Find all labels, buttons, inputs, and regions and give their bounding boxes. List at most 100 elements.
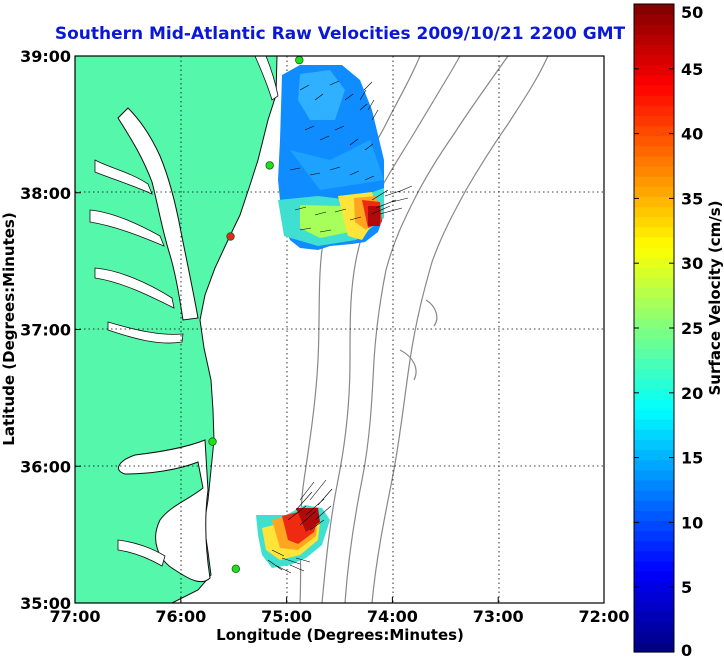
colorbar-strip <box>634 358 674 370</box>
radar-stations <box>208 56 304 574</box>
colorbar-strip <box>634 226 674 238</box>
colorbar-strip <box>634 166 674 177</box>
colorbar-strip <box>634 54 674 66</box>
colorbar-strip <box>634 520 674 532</box>
radar-station-marker <box>231 564 241 574</box>
colorbar-strip <box>634 631 674 643</box>
colorbar-strip <box>634 196 674 208</box>
colorbar-strip <box>634 419 674 430</box>
y-tick-label: 39:00 <box>20 47 71 66</box>
radar-station-marker <box>208 437 217 446</box>
colorbar-tick-label: 0 <box>681 641 692 659</box>
y-axis-label: Latitude (Degrees:Minutes) <box>0 212 18 445</box>
x-tick-label: 73:00 <box>473 607 524 626</box>
colorbar-strip <box>634 378 674 390</box>
colorbar-strip <box>634 469 674 481</box>
colorbar-strip <box>634 236 674 248</box>
colorbar-strip <box>634 125 674 137</box>
colorbar-strip <box>634 409 674 420</box>
colorbar-tick-label: 25 <box>681 319 703 338</box>
colorbar-label: Surface Velocity (cm/s) <box>706 200 724 395</box>
colorbar-strip <box>634 64 674 76</box>
colorbar-strip <box>634 459 674 471</box>
colorbar: 0 5 10 15 20 25 30 35 40 45 50 Surface Velocity (c… <box>633 3 724 659</box>
colorbar-strip <box>634 611 674 623</box>
colorbar-strip <box>634 317 674 329</box>
colorbar-strip <box>634 449 674 461</box>
colorbar-strip <box>634 439 674 451</box>
colorbar-strip <box>634 479 674 491</box>
velocity-field-south <box>256 479 333 574</box>
colorbar-strip <box>634 571 674 582</box>
colorbar-strip <box>634 641 674 653</box>
colorbar-strip <box>634 530 674 542</box>
colorbar-strip <box>634 105 674 116</box>
colorbar-tick-label: 30 <box>681 254 703 273</box>
colorbar-strip <box>634 328 674 339</box>
colorbar-strip <box>634 307 674 319</box>
colorbar-strip <box>634 176 674 187</box>
colorbar-strip <box>634 297 674 309</box>
map-title: Southern Mid-Atlantic Raw Velocities 200… <box>54 24 626 44</box>
colorbar-strip <box>634 34 674 46</box>
colorbar-strip <box>634 581 674 592</box>
colorbar-strip <box>634 490 674 501</box>
colorbar-strip <box>634 348 674 359</box>
colorbar-tick-label: 20 <box>681 384 703 403</box>
colorbar-strip <box>634 74 674 86</box>
colorbar-strip <box>634 85 674 96</box>
colorbar-strip <box>634 4 674 15</box>
y-axis-ticks: 35:00 36:00 37:00 38:00 39:00 <box>20 47 81 613</box>
colorbar-strip <box>634 398 674 410</box>
colorbar-strip <box>634 429 674 440</box>
colorbar-strip <box>634 277 674 289</box>
colorbar-tick-label: 5 <box>681 578 692 597</box>
chesapeake-bay <box>117 107 199 321</box>
colorbar-strip <box>634 95 674 106</box>
colorbar-strip <box>634 135 674 147</box>
x-axis-label: Longitude (Degrees:Minutes) <box>216 626 464 644</box>
x-tick-label: 72:00 <box>579 607 630 626</box>
y-tick-label: 38:00 <box>20 184 71 203</box>
colorbar-tick-label: 45 <box>681 60 703 79</box>
colorbar-strip <box>634 540 674 552</box>
colorbar-tick-label: 50 <box>681 3 703 22</box>
velocity-field-north <box>278 65 413 250</box>
colorbar-strip <box>634 338 674 349</box>
colorbar-strip <box>634 24 674 35</box>
colorbar-strip <box>634 287 674 299</box>
colorbar-strip <box>634 550 674 562</box>
y-tick-label: 37:00 <box>20 321 71 340</box>
colorbar-strip <box>634 145 674 157</box>
colorbar-strip <box>634 115 674 127</box>
colorbar-tick-label: 15 <box>681 449 703 468</box>
colorbar-strip <box>634 510 674 521</box>
colorbar-tick-label: 10 <box>681 513 703 532</box>
colorbar-strip <box>634 155 674 167</box>
colorbar-strip <box>634 44 674 56</box>
colorbar-strip <box>634 14 674 25</box>
colorbar-tick-label: 35 <box>681 189 703 208</box>
y-tick-label: 36:00 <box>20 457 71 476</box>
colorbar-strip <box>634 621 674 633</box>
x-tick-label: 75:00 <box>261 607 312 626</box>
radar-station-marker <box>295 56 304 65</box>
pamlico-sound <box>118 439 211 583</box>
x-tick-label: 77:00 <box>50 607 101 626</box>
radar-station-marker <box>226 232 235 241</box>
x-tick-label: 74:00 <box>367 607 418 626</box>
x-axis-ticks: 77:00 76:00 75:00 74:00 73:00 72:00 <box>50 597 630 626</box>
colorbar-strip <box>634 388 674 400</box>
colorbar-strip <box>634 560 674 572</box>
colorbar-strip <box>634 186 674 197</box>
colorbar-strip <box>634 601 674 613</box>
colorbar-strip <box>634 591 674 602</box>
colorbar-strip <box>634 216 674 228</box>
colorbar-strip <box>634 368 674 380</box>
colorbar-strip <box>634 247 674 258</box>
x-tick-label: 76:00 <box>155 607 206 626</box>
colorbar-strip <box>634 206 674 218</box>
radar-station-marker <box>265 161 274 170</box>
colorbar-strip <box>634 500 674 511</box>
